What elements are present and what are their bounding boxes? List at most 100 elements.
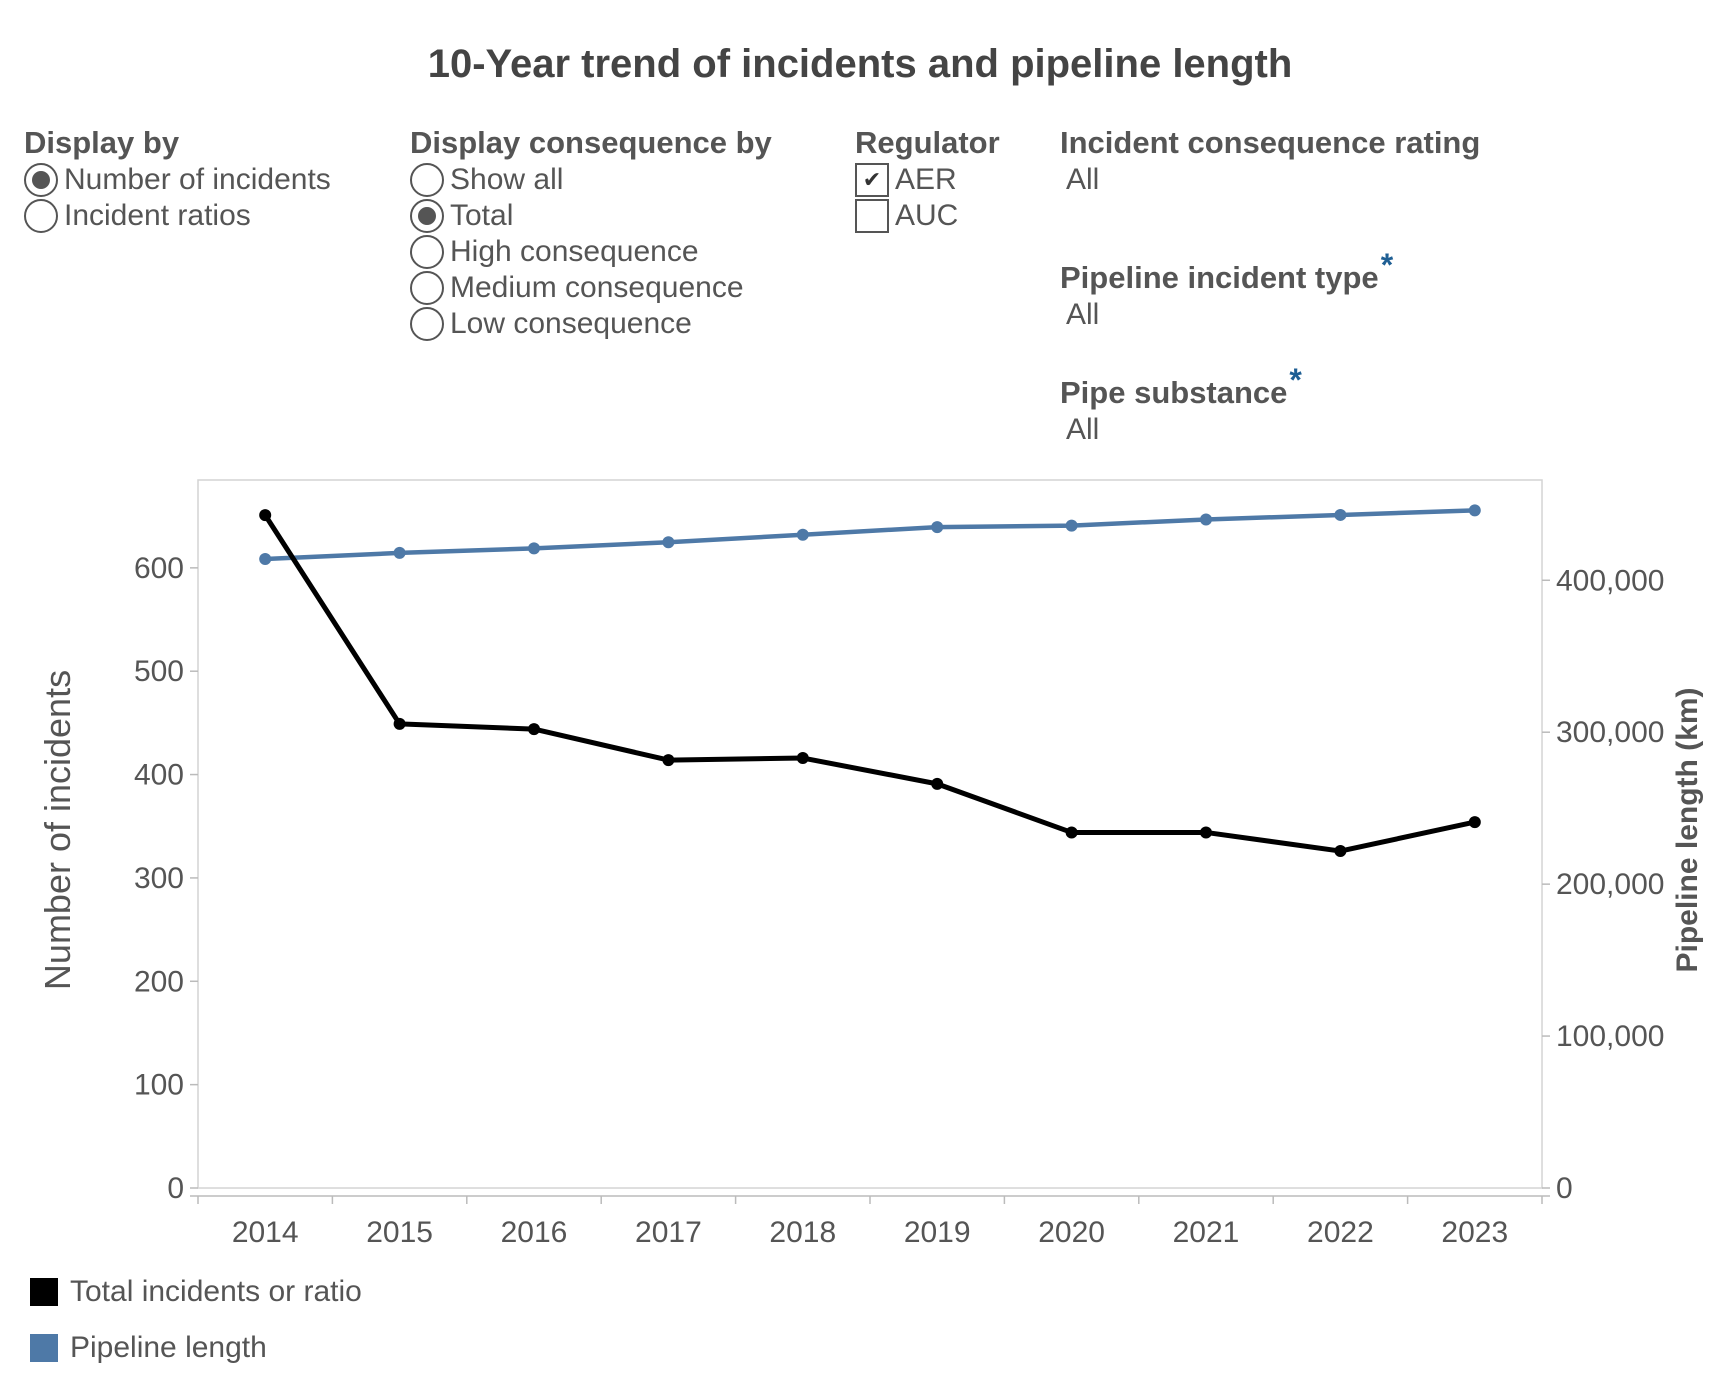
incidents-data-point <box>662 754 675 767</box>
y-tick-label: 400 <box>134 759 184 792</box>
incidents-data-point <box>393 717 406 730</box>
asterisk-icon: * <box>1380 247 1394 283</box>
line-chart: 2014 2015 2016 2017 2018 2019 2020 2021 2022 2023… <box>37 479 1704 1249</box>
legend-label: Pipeline length <box>70 1331 267 1364</box>
radio-button-icon[interactable] <box>24 199 58 233</box>
incidents-data-point <box>931 777 944 790</box>
legend-swatch <box>30 1334 58 1362</box>
option-label: Low consequence <box>450 307 692 340</box>
y2-axis-title: Pipeline length (km) <box>1671 687 1704 972</box>
filter-value-dropdown[interactable]: All <box>1066 298 1100 331</box>
checkbox-icon[interactable] <box>855 199 889 233</box>
pipeline-data-point <box>796 528 809 541</box>
filter-label: Pipeline incident type* <box>1060 246 1393 297</box>
incidents-data-point <box>1200 826 1212 839</box>
regulator-label: Regulator <box>855 125 1000 160</box>
radio-button-icon[interactable] <box>410 307 444 341</box>
y-tick-label: 500 <box>134 655 184 688</box>
pipeline-series-line <box>265 508 1475 562</box>
display-by-label: Display by <box>24 125 180 160</box>
option-label: AER <box>895 163 957 196</box>
chart-title: 10-Year trend of incidents and pipeline … <box>427 42 1293 86</box>
pipeline-data-point <box>259 553 272 566</box>
x-tick-label: 2017 <box>635 1216 702 1249</box>
legend: Total incidents or ratio Pipeline length <box>30 1272 362 1368</box>
y-tick-label: 300 <box>134 862 184 895</box>
display-by-incident-ratios[interactable]: Incident ratios <box>24 198 331 234</box>
incidents-data-point <box>796 752 809 765</box>
y2-tick-label: 300,000 <box>1556 716 1664 749</box>
radio-button-icon[interactable] <box>24 163 58 197</box>
y-tick-label: 600 <box>134 552 184 585</box>
incidents-series-line <box>263 513 1476 854</box>
legend-item-pipeline[interactable]: Pipeline length <box>30 1328 362 1368</box>
option-label: AUC <box>895 199 959 232</box>
regulator-auc[interactable]: AUC <box>855 198 1000 234</box>
display-by-number-of-incidents[interactable]: Number of incidents <box>24 162 331 198</box>
option-label: High consequence <box>450 235 699 268</box>
pipeline-data-point <box>931 521 944 534</box>
x-tick-label: 2023 <box>1441 1216 1508 1249</box>
x-tick-label: 2014 <box>232 1216 299 1249</box>
pipe-substance-filter: Pipe substance* All <box>1060 361 1302 448</box>
pipeline-data-point <box>1468 504 1481 517</box>
incidents-data-point <box>1468 816 1481 829</box>
x-tick-label: 2020 <box>1038 1216 1105 1249</box>
y2-tick-label: 100,000 <box>1556 1020 1664 1053</box>
filter-label-text: Pipe substance <box>1060 375 1288 410</box>
filter-label: Pipe substance* <box>1060 361 1302 412</box>
y2-tick-label: 0 <box>1556 1172 1573 1205</box>
consequence-total[interactable]: Total <box>410 198 772 234</box>
incident-type-filter: Pipeline incident type* All <box>1060 246 1393 333</box>
y-axis-title: Number of incidents <box>37 670 78 990</box>
option-label: Medium consequence <box>450 271 744 304</box>
option-label: Number of incidents <box>64 163 331 196</box>
consequence-high[interactable]: High consequence <box>410 234 772 270</box>
option-label: Incident ratios <box>64 199 251 232</box>
legend-swatch <box>30 1278 58 1306</box>
option-label: Show all <box>450 163 564 196</box>
radio-button-icon[interactable] <box>410 199 444 233</box>
x-tick-label: 2022 <box>1307 1216 1374 1249</box>
incidents-data-point <box>528 723 540 736</box>
radio-button-icon[interactable] <box>410 271 444 305</box>
consequence-rating-filter: Incident consequence rating All <box>1060 124 1480 198</box>
consequence-control: Display consequence by Show all Total Hi… <box>410 124 772 342</box>
checkbox-icon[interactable]: ✔ <box>855 163 889 197</box>
x-tick-label: 2015 <box>366 1216 433 1249</box>
legend-item-incidents[interactable]: Total incidents or ratio <box>30 1272 362 1312</box>
x-tick-label: 2018 <box>769 1216 836 1249</box>
pipeline-data-point <box>662 536 675 549</box>
x-tick-label: 2021 <box>1173 1216 1240 1249</box>
incidents-data-point <box>1065 826 1078 839</box>
incidents-data-point <box>1334 845 1347 858</box>
y2-tick-label: 200,000 <box>1556 868 1664 901</box>
consequence-medium[interactable]: Medium consequence <box>410 270 772 306</box>
consequence-label: Display consequence by <box>410 125 772 160</box>
radio-button-icon[interactable] <box>410 163 444 197</box>
pipeline-data-point <box>528 542 540 555</box>
pipeline-data-point <box>1200 513 1212 526</box>
pipeline-data-point <box>393 546 406 559</box>
display-by-control: Display by Number of incidents Incident … <box>24 124 331 234</box>
pipeline-data-point <box>1065 519 1078 532</box>
filter-label: Incident consequence rating <box>1060 125 1481 160</box>
filter-value-dropdown[interactable]: All <box>1066 413 1100 446</box>
x-tick-label: 2016 <box>501 1216 568 1249</box>
y-tick-label: 200 <box>134 965 184 998</box>
consequence-show-all[interactable]: Show all <box>410 162 772 198</box>
incidents-data-point <box>259 509 272 522</box>
radio-button-icon[interactable] <box>410 235 444 269</box>
plot-area-border <box>197 479 1543 1189</box>
y-tick-label: 0 <box>167 1172 184 1205</box>
y2-tick-label: 400,000 <box>1556 564 1664 597</box>
consequence-low[interactable]: Low consequence <box>410 306 772 342</box>
filter-label-text: Pipeline incident type <box>1060 260 1379 295</box>
legend-label: Total incidents or ratio <box>70 1275 362 1308</box>
pipeline-data-point <box>1334 508 1347 521</box>
regulator-aer[interactable]: ✔ AER <box>855 162 1000 198</box>
option-label: Total <box>450 199 514 232</box>
x-tick-label: 2019 <box>904 1216 971 1249</box>
y-tick-label: 100 <box>134 1069 184 1102</box>
filter-value-dropdown[interactable]: All <box>1066 163 1100 196</box>
